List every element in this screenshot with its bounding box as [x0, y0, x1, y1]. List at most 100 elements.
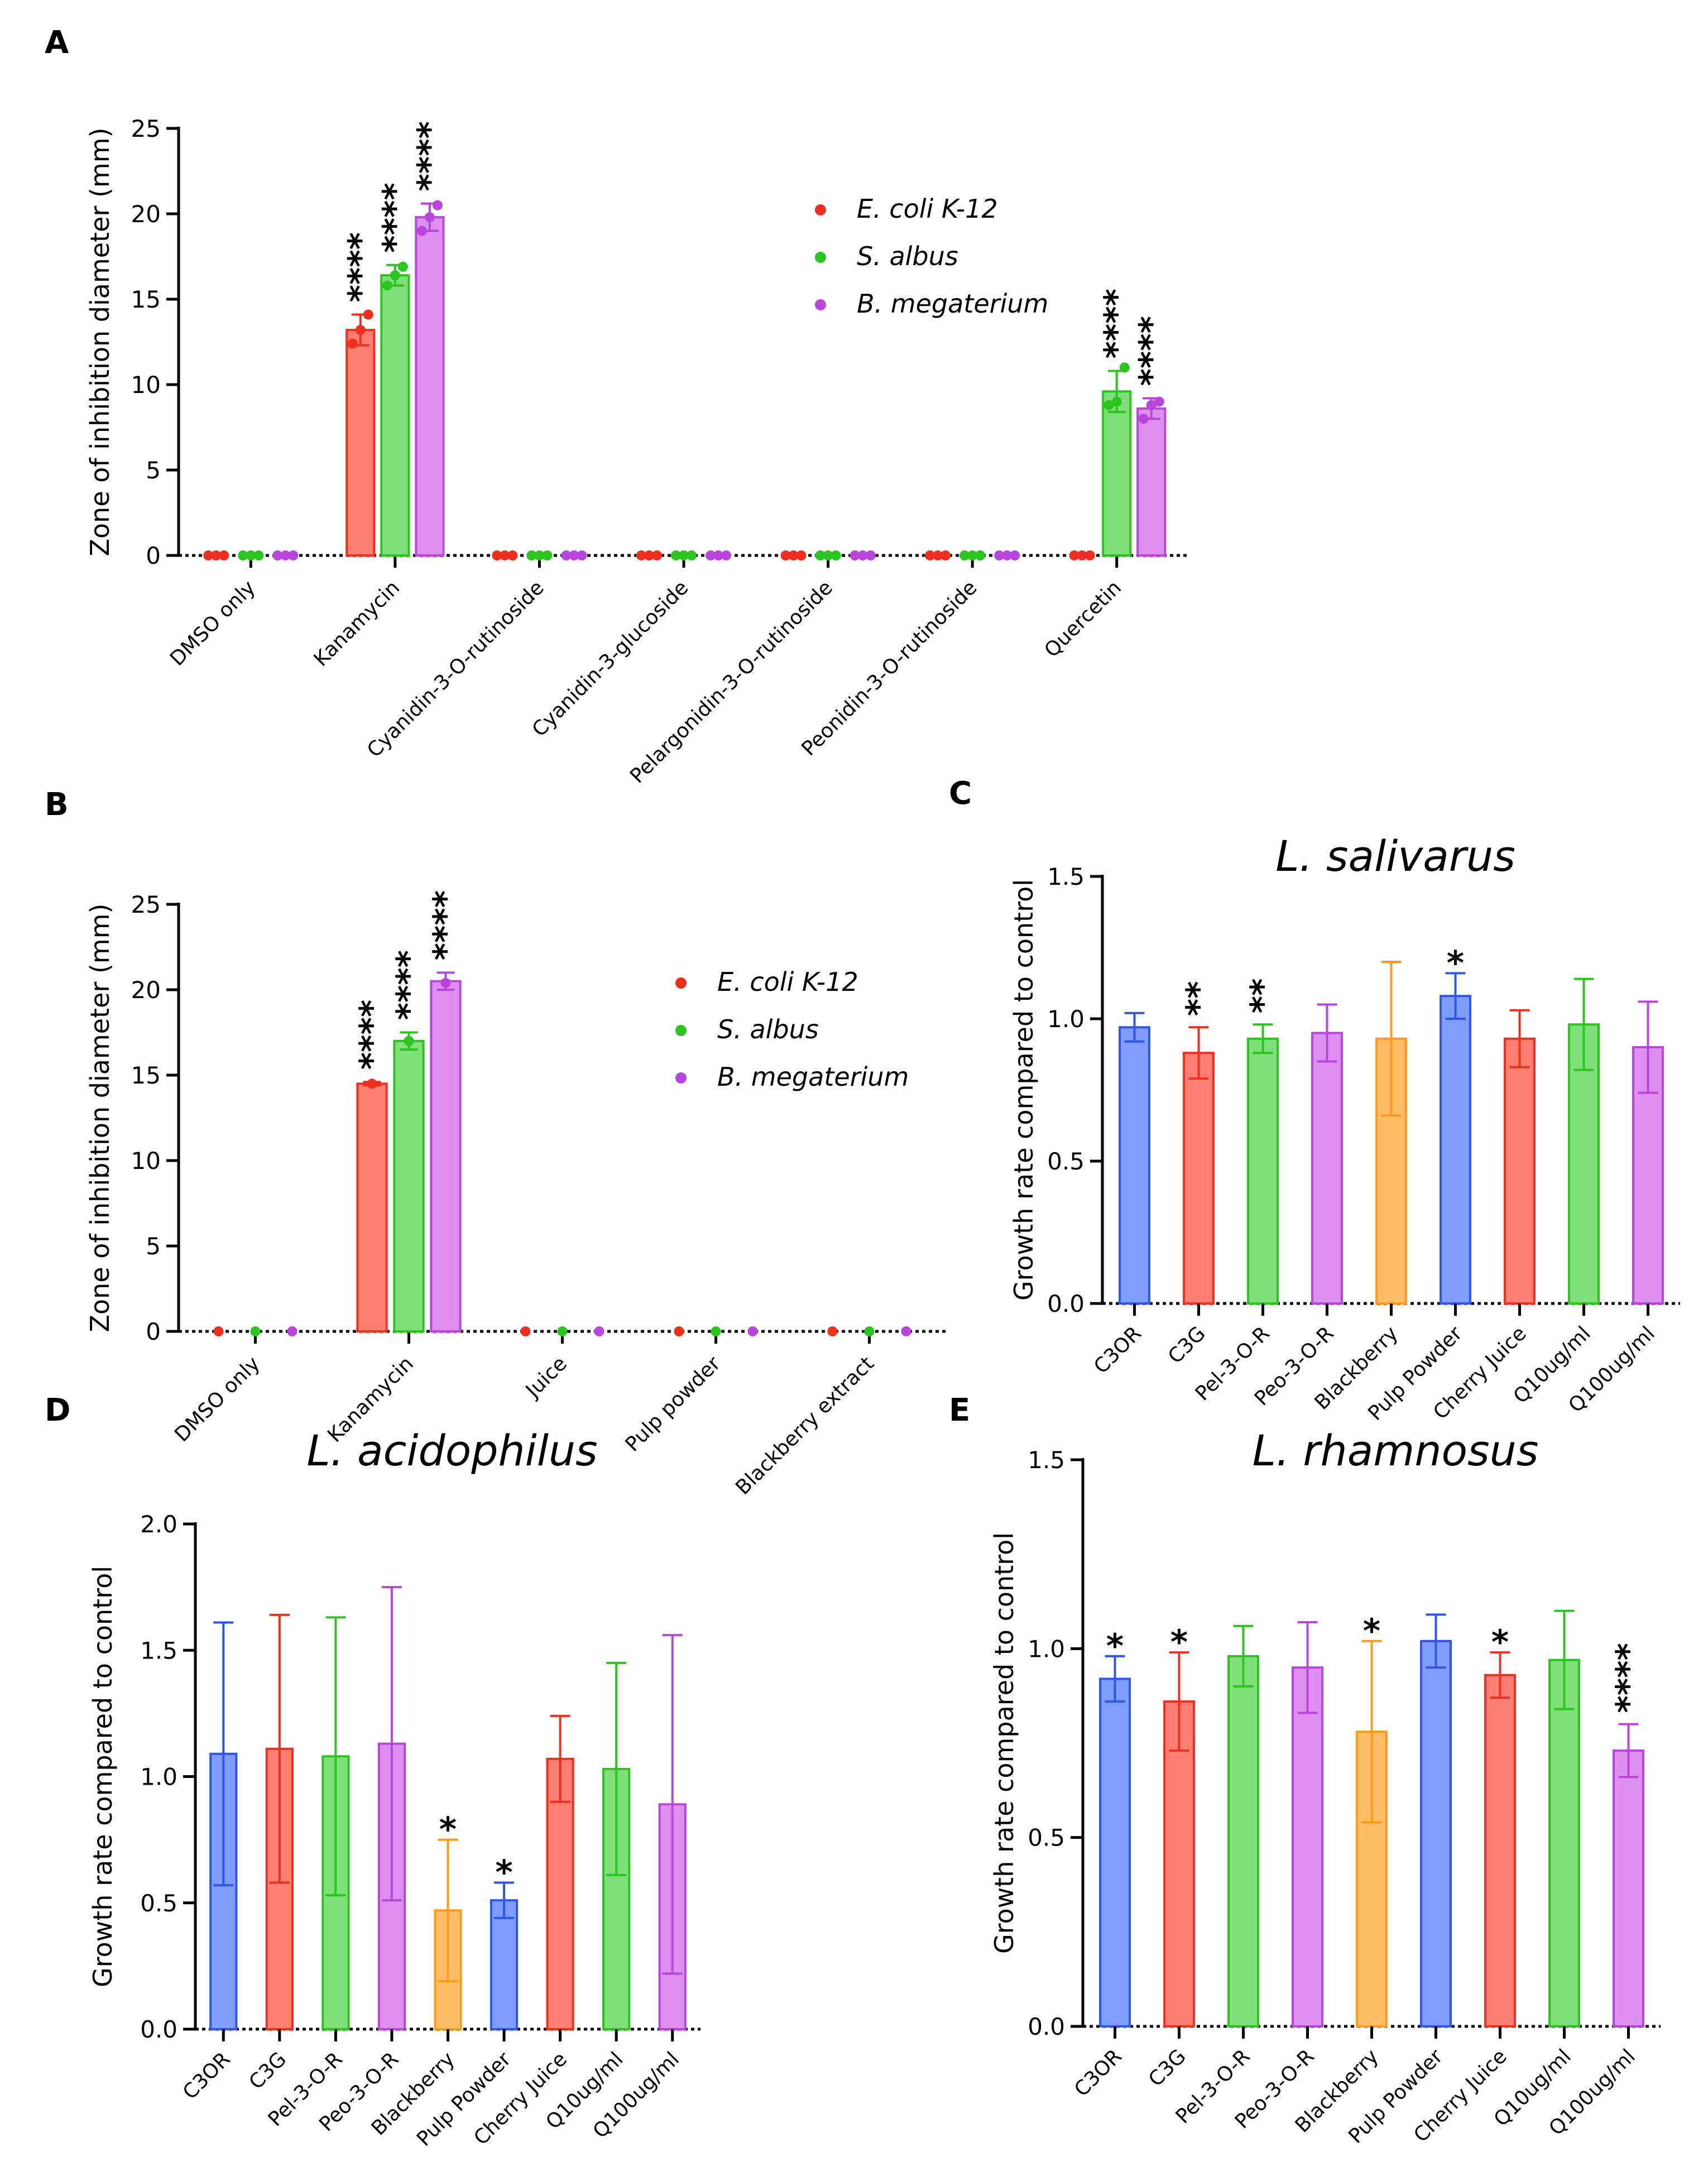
y-tick-label: 15: [131, 1062, 161, 1089]
data-point: [827, 1326, 838, 1336]
y-tick-label: 25: [131, 891, 161, 918]
y-tick-label: 0: [146, 1318, 161, 1345]
legend-marker: [675, 977, 687, 989]
significance-stars: ****: [426, 890, 466, 961]
y-tick-label: 1.0: [140, 1763, 177, 1791]
y-axis-label: Growth rate compared to control: [989, 1532, 1019, 1954]
data-point: [492, 550, 502, 560]
data-point: [644, 550, 654, 560]
bar: [1440, 995, 1471, 1305]
data-point: [288, 550, 299, 560]
legend-marker: [675, 1025, 687, 1036]
bar: [1484, 1674, 1516, 2027]
bar: [415, 216, 445, 557]
bar: [356, 1082, 388, 1333]
data-point: [424, 212, 435, 223]
data-point: [831, 550, 841, 560]
x-tick-label: C3OR: [1070, 2045, 1126, 2101]
data-point: [542, 550, 553, 560]
data-point: [1111, 396, 1122, 407]
data-point: [287, 1326, 298, 1336]
data-point: [967, 550, 978, 560]
significance-stars: *: [1106, 1627, 1124, 1666]
y-tick-label: 20: [131, 976, 161, 1004]
data-point: [1104, 400, 1114, 410]
legend-label: S. albus: [857, 241, 958, 271]
data-point: [367, 1078, 377, 1089]
y-tick-label: 2.0: [140, 1511, 177, 1538]
y-tick-label: 0.0: [1028, 2013, 1065, 2040]
legend-marker: [675, 1072, 687, 1084]
significance-stars: **: [1244, 978, 1283, 1013]
data-point: [941, 550, 951, 560]
x-tick-label: C3OR: [1090, 1322, 1146, 1378]
y-axis-label: Growth rate compared to control: [1009, 879, 1039, 1301]
data-point: [636, 550, 646, 560]
bar: [430, 980, 462, 1332]
data-point: [933, 550, 943, 560]
significance-stars: ****: [1097, 289, 1136, 359]
chart-title: L. salivarus: [1275, 831, 1515, 881]
data-point: [780, 550, 791, 560]
x-tick-label: DMSO only: [170, 1352, 265, 1446]
x-tick-label: Blackberry extract: [731, 1352, 879, 1499]
data-point: [679, 550, 689, 560]
data-point: [219, 550, 229, 560]
legend-label: S. albus: [717, 1014, 819, 1044]
y-tick-label: 5: [146, 1233, 161, 1260]
bar: [546, 1757, 574, 2030]
bar: [1119, 1026, 1150, 1305]
data-point: [432, 200, 443, 210]
legend-marker: [815, 252, 826, 263]
data-point: [534, 550, 545, 560]
data-point: [925, 550, 935, 560]
bar: [490, 1899, 519, 2031]
x-tick-label: C3G: [1164, 1322, 1210, 1368]
data-point: [747, 1326, 758, 1336]
data-point: [796, 550, 807, 560]
panel-c: C L. salivarus Growth rate compared to con…: [949, 775, 1680, 1425]
data-point: [404, 1036, 414, 1046]
data-point: [959, 550, 970, 560]
y-tick-label: 0.5: [1028, 1824, 1065, 1852]
data-point: [1002, 550, 1013, 560]
chart-title: L. acidophilus: [306, 1426, 597, 1475]
x-tick-label: C3G: [245, 2048, 291, 2094]
data-point: [272, 550, 283, 560]
data-point: [1146, 400, 1157, 410]
panel-b: B Zone of inhibition diameter (mm) 0 5 10 15 2…: [45, 787, 946, 1499]
data-point: [711, 1326, 721, 1336]
y-axis-label: Zone of inhibition diameter (mm): [85, 904, 115, 1332]
data-point: [520, 1326, 531, 1336]
data-point: [211, 550, 222, 560]
panel-letter: E: [949, 1392, 970, 1429]
legend-label: E. coli K-12: [857, 194, 998, 224]
data-point: [823, 550, 833, 560]
data-point: [500, 550, 510, 560]
data-point: [569, 550, 579, 560]
y-axis-label: Growth rate compared to control: [88, 1566, 118, 1987]
data-point: [347, 338, 358, 349]
data-point: [864, 1326, 875, 1336]
bar: [1292, 1666, 1323, 2028]
data-point: [901, 1326, 911, 1336]
data-point: [706, 550, 716, 560]
bar: [1227, 1655, 1259, 2028]
y-tick-label: 25: [131, 115, 161, 142]
y-tick-label: 1.5: [1047, 863, 1085, 890]
x-tick-label: C3OR: [179, 2048, 235, 2104]
significance-stars: *: [495, 1853, 512, 1892]
data-point: [416, 226, 427, 236]
y-tick-label: 0.5: [140, 1890, 177, 1917]
data-point: [651, 550, 662, 560]
significance-stars: *: [1491, 1623, 1509, 1662]
legend-marker: [815, 299, 826, 310]
significance-stars: *: [1170, 1623, 1188, 1662]
data-point: [246, 550, 256, 560]
x-tick-label: Cyanidin-3-glucoside: [528, 576, 693, 741]
legend-label: B. megaterium: [717, 1062, 909, 1092]
data-point: [594, 1326, 604, 1336]
data-point: [788, 550, 799, 560]
data-point: [526, 550, 537, 560]
y-tick-label: 0.0: [1047, 1290, 1085, 1317]
